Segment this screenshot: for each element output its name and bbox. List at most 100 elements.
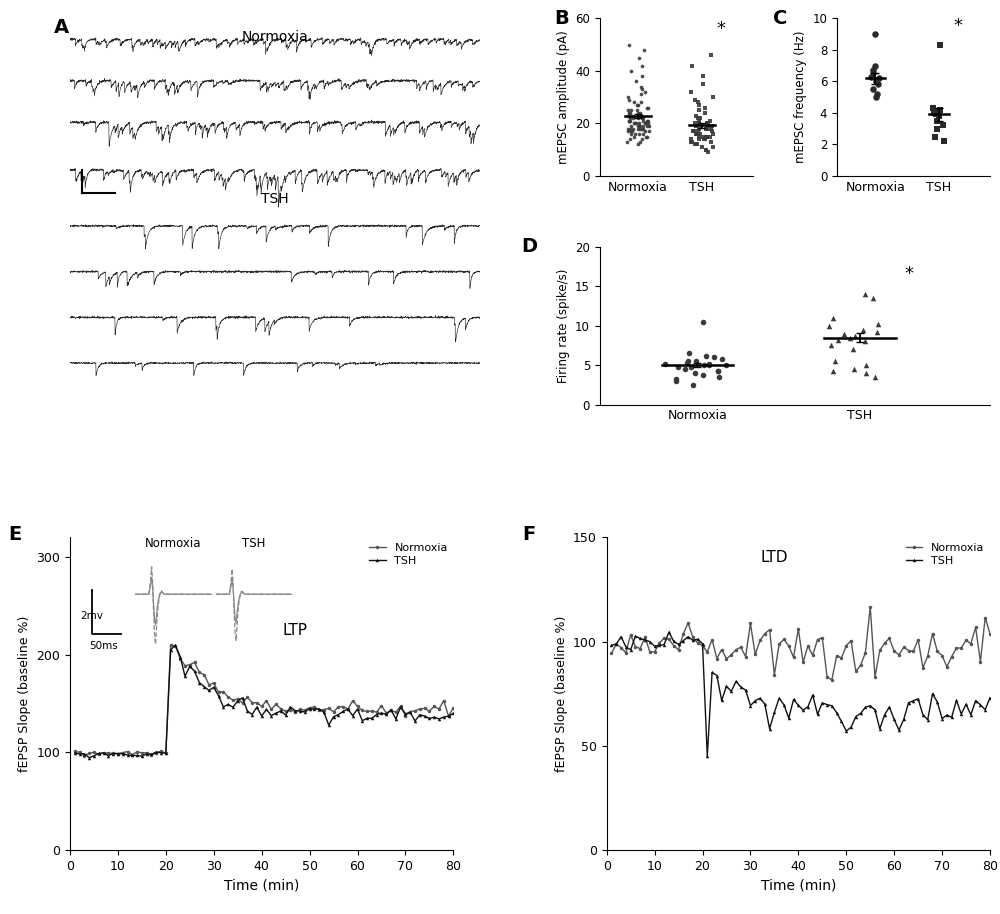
- Point: [621, 113, 637, 128]
- Point: [639, 129, 655, 143]
- Point: [697, 132, 713, 146]
- TSH: [663, 627, 675, 638]
- TSH: [304, 703, 316, 714]
- Point: [690, 126, 706, 141]
- Point: [627, 116, 643, 131]
- Point: [633, 95, 649, 110]
- Point: [698, 143, 714, 157]
- Point: [699, 119, 715, 133]
- Point: [639, 119, 655, 133]
- Point: [629, 98, 645, 112]
- Point: [634, 69, 650, 83]
- Point: [680, 354, 696, 368]
- Point: [683, 132, 699, 146]
- Normoxia: [323, 703, 335, 714]
- Point: [692, 126, 708, 141]
- Point: [868, 90, 884, 104]
- Point: [871, 71, 887, 86]
- Point: [858, 357, 874, 372]
- Point: [657, 356, 673, 371]
- Point: [632, 105, 648, 120]
- Point: [932, 102, 948, 117]
- Point: [698, 129, 714, 143]
- TSH: [323, 719, 335, 730]
- Point: [635, 119, 651, 133]
- Point: [836, 326, 852, 341]
- Point: [698, 348, 714, 363]
- Point: [635, 113, 651, 128]
- Point: [679, 356, 695, 370]
- Normoxia: [773, 638, 785, 649]
- Point: [701, 357, 717, 372]
- Point: [847, 329, 863, 344]
- Point: [624, 108, 640, 122]
- Point: [634, 82, 650, 97]
- Point: [687, 366, 703, 380]
- Text: *: *: [904, 265, 913, 283]
- Point: [635, 122, 651, 136]
- Point: [869, 87, 885, 101]
- Point: [690, 124, 706, 139]
- Point: [619, 134, 635, 149]
- Point: [929, 113, 945, 128]
- Point: [638, 129, 654, 143]
- Point: [641, 124, 657, 139]
- Point: [689, 137, 705, 152]
- Point: [870, 317, 886, 332]
- TSH: [840, 726, 852, 737]
- Point: [935, 118, 951, 133]
- Point: [687, 137, 703, 152]
- Point: [865, 291, 881, 305]
- Point: [630, 119, 646, 133]
- Point: [698, 143, 714, 157]
- Point: [925, 101, 941, 115]
- Point: [633, 80, 649, 94]
- Point: [634, 58, 650, 73]
- Point: [926, 105, 942, 120]
- Point: [691, 98, 707, 112]
- Point: [688, 354, 704, 368]
- Point: [629, 103, 645, 118]
- Point: [635, 111, 651, 125]
- Point: [842, 330, 858, 345]
- Point: [621, 92, 637, 107]
- Point: [620, 103, 636, 118]
- Point: [694, 140, 710, 154]
- Point: [857, 335, 873, 349]
- Point: [681, 346, 697, 361]
- Point: [686, 124, 702, 139]
- Point: [631, 108, 647, 122]
- Point: [620, 90, 636, 104]
- Point: [705, 140, 721, 154]
- Point: [621, 37, 637, 52]
- TSH: [169, 640, 181, 651]
- TSH: [83, 752, 95, 763]
- Point: [639, 113, 655, 128]
- Point: [695, 129, 711, 143]
- Point: [695, 69, 711, 83]
- Point: [710, 364, 726, 378]
- X-axis label: Time (min): Time (min): [224, 878, 299, 892]
- Point: [626, 129, 642, 143]
- Point: [865, 82, 881, 97]
- Normoxia: [69, 746, 81, 757]
- Y-axis label: mEPSC amplitude (pA): mEPSC amplitude (pA): [557, 30, 570, 164]
- Point: [620, 122, 636, 136]
- Normoxia: [337, 701, 349, 712]
- Point: [706, 350, 722, 365]
- TSH: [337, 706, 349, 717]
- Point: [622, 122, 638, 136]
- Point: [702, 129, 718, 143]
- Point: [690, 95, 706, 110]
- Point: [688, 119, 704, 133]
- TSH: [308, 704, 320, 715]
- Point: [632, 119, 648, 133]
- Point: [622, 113, 638, 128]
- Point: [622, 105, 638, 120]
- Point: [685, 124, 701, 139]
- Point: [677, 362, 693, 377]
- Point: [631, 119, 647, 133]
- TSH: [69, 748, 81, 759]
- Point: [688, 108, 704, 122]
- Point: [687, 116, 703, 131]
